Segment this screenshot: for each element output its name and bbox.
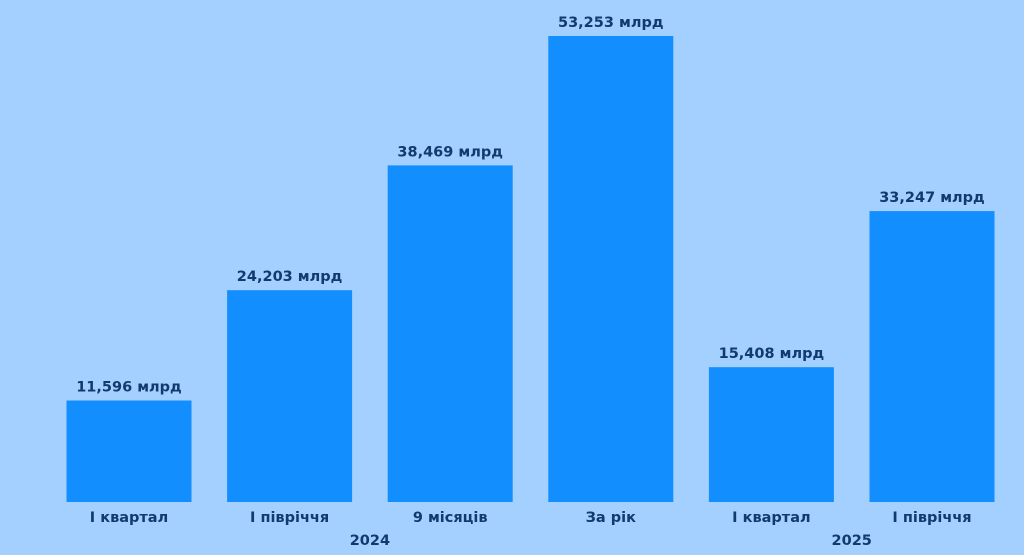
- year-group-labels-layer: 2024 2025: [350, 533, 872, 549]
- bar-5: [869, 211, 995, 502]
- x-tick-label-3: За рік: [586, 510, 636, 526]
- x-tick-label-4: І квартал: [732, 510, 810, 526]
- bar-2: [387, 165, 513, 502]
- bar-0: [66, 400, 192, 502]
- year-group-label-1: 2025: [832, 533, 872, 549]
- data-label-3: 53,253 млрд: [558, 15, 664, 31]
- data-label-0: 11,596 млрд: [76, 380, 182, 396]
- bar-4: [708, 367, 834, 502]
- x-tick-label-2: 9 місяців: [413, 510, 488, 526]
- bars-layer: [66, 36, 995, 502]
- x-tick-label-1: І півріччя: [250, 510, 329, 526]
- data-label-5: 33,247 млрд: [879, 190, 985, 206]
- x-tick-labels-layer: І квартал І півріччя 9 місяців За рік І квар…: [90, 510, 972, 526]
- x-tick-label-5: І півріччя: [892, 510, 971, 526]
- bar-3: [548, 36, 674, 502]
- data-labels-layer: 11,596 млрд 24,203 млрд 38,469 млрд 53,253 …: [76, 15, 985, 396]
- data-label-1: 24,203 млрд: [237, 269, 343, 285]
- x-tick-label-0: І квартал: [90, 510, 168, 526]
- year-group-label-0: 2024: [350, 533, 390, 549]
- data-label-4: 15,408 млрд: [719, 346, 825, 362]
- bar-1: [227, 290, 353, 502]
- data-label-2: 38,469 млрд: [397, 144, 503, 160]
